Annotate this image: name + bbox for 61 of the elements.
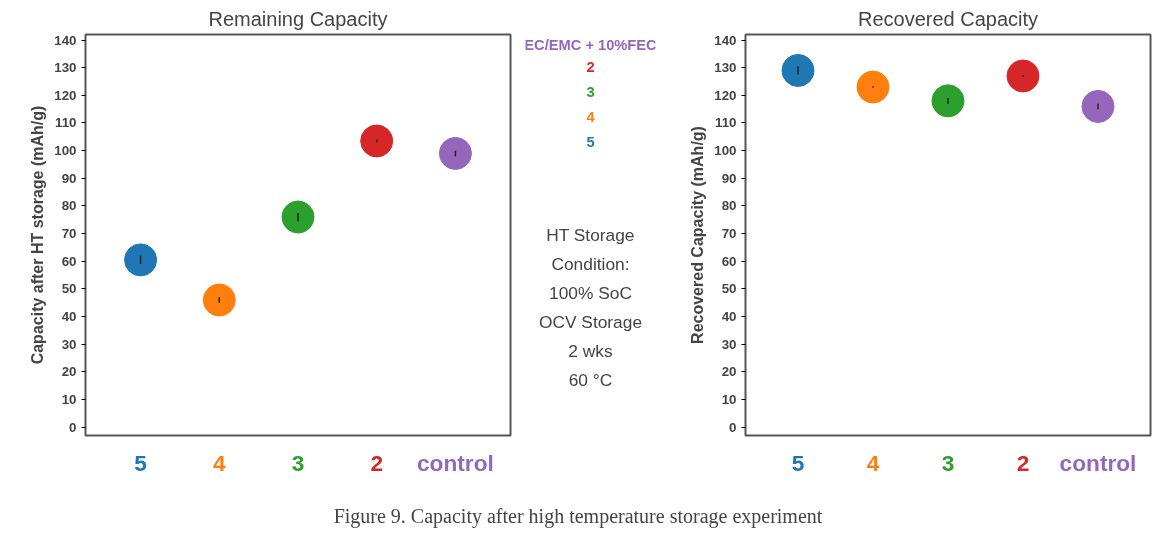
caption: Figure 9. Capacity after high temperature storage experiment bbox=[333, 504, 823, 528]
text: 5 bbox=[586, 134, 595, 151]
x-tick-label: 2 bbox=[370, 449, 384, 476]
y-axis-title: Recovered Capacity (mAh/g) bbox=[689, 126, 707, 344]
y-tick-label: 50 bbox=[721, 281, 737, 297]
y-axis-title: Capacity after HT storage (mAh/g) bbox=[29, 105, 47, 365]
x-tick-label: 4 bbox=[866, 449, 880, 476]
point bbox=[281, 200, 315, 234]
point bbox=[1006, 59, 1040, 93]
y-tick-label: 30 bbox=[61, 336, 77, 352]
point bbox=[1081, 89, 1115, 123]
x-tick-label: 3 bbox=[941, 449, 955, 476]
x-tick-label: 4 bbox=[213, 449, 226, 476]
y-tick-label: 70 bbox=[61, 226, 77, 242]
text: 3 bbox=[586, 83, 595, 100]
y-tick-label: 80 bbox=[721, 198, 737, 214]
x-tick-label: 5 bbox=[134, 449, 147, 476]
y-tick-label: 60 bbox=[721, 253, 737, 269]
point bbox=[781, 53, 815, 87]
y-tick-label: 60 bbox=[61, 253, 77, 269]
y-tick-label: 10 bbox=[61, 392, 77, 408]
y-tick-label: 0 bbox=[729, 419, 737, 435]
y-tick-label: 40 bbox=[61, 309, 77, 325]
y-tick-label: 20 bbox=[61, 364, 77, 380]
text: 2 bbox=[586, 58, 595, 75]
y-tick-label: 140 bbox=[54, 32, 77, 48]
y-tick-label: 40 bbox=[721, 309, 737, 325]
y-tick-label: 140 bbox=[714, 32, 737, 48]
y-tick-label: 50 bbox=[61, 281, 77, 297]
x-tick-label: control bbox=[417, 450, 494, 476]
x-tick-label: control bbox=[1059, 450, 1137, 476]
y-tick-label: 120 bbox=[54, 87, 77, 103]
point bbox=[202, 283, 236, 317]
text: EC/EMC + 10%FEC bbox=[524, 36, 658, 53]
y-tick-label: 10 bbox=[721, 392, 737, 408]
y-tick-label: 0 bbox=[69, 419, 77, 435]
y-tick-label: 20 bbox=[721, 364, 737, 380]
chart-title: Remaining Capacity bbox=[208, 7, 388, 30]
y-tick-label: 130 bbox=[54, 60, 77, 76]
y-tick-label: 70 bbox=[721, 226, 737, 242]
y-tick-label: 110 bbox=[55, 115, 77, 131]
point bbox=[856, 70, 890, 104]
y-tick-label: 130 bbox=[714, 60, 737, 76]
x-tick-label: 5 bbox=[791, 449, 805, 476]
y-tick-label: 100 bbox=[54, 143, 77, 159]
point bbox=[438, 136, 472, 170]
text: 4 bbox=[586, 108, 596, 125]
y-tick-label: 100 bbox=[714, 143, 737, 159]
y-tick-label: 120 bbox=[714, 87, 737, 103]
point bbox=[931, 84, 965, 118]
y-tick-label: 30 bbox=[721, 336, 737, 352]
point bbox=[124, 243, 158, 277]
y-tick-label: 110 bbox=[715, 115, 737, 131]
chart-title: Recovered Capacity bbox=[857, 7, 1039, 30]
y-tick-label: 90 bbox=[721, 170, 737, 186]
y-tick-label: 80 bbox=[61, 198, 77, 214]
x-tick-label: 2 bbox=[1016, 449, 1030, 476]
y-tick-label: 90 bbox=[61, 170, 77, 186]
point bbox=[360, 124, 394, 158]
x-tick-label: 3 bbox=[291, 449, 305, 476]
text: HT Storage Condition: 100% SoC OCV Storage 2 wks 60 °C bbox=[538, 224, 643, 390]
